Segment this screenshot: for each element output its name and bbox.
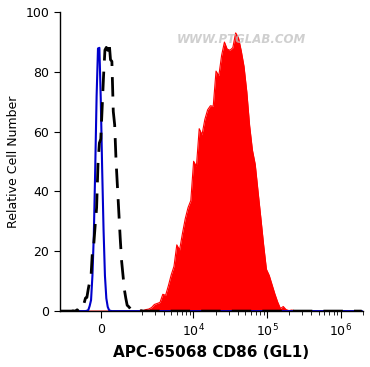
X-axis label: APC-65068 CD86 (GL1): APC-65068 CD86 (GL1) bbox=[113, 345, 309, 360]
Text: WWW.PTGLAB.COM: WWW.PTGLAB.COM bbox=[177, 33, 306, 46]
Y-axis label: Relative Cell Number: Relative Cell Number bbox=[7, 95, 20, 228]
